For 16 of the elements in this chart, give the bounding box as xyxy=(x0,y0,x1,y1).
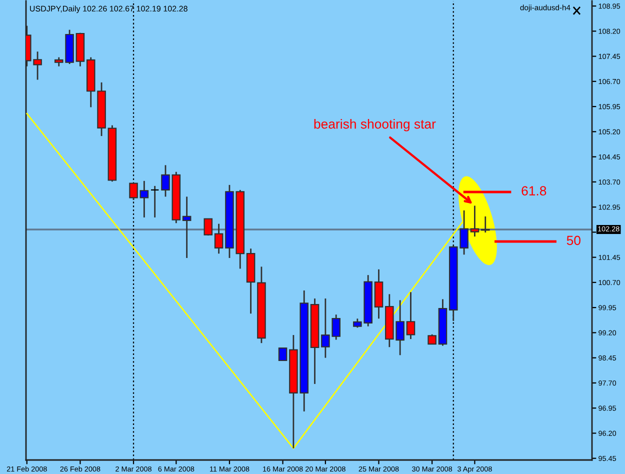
candlestick xyxy=(182,196,192,259)
candlestick xyxy=(406,291,416,340)
candlestick xyxy=(140,180,149,218)
candlestick xyxy=(278,348,288,362)
annotation: bearish shooting star xyxy=(314,119,436,132)
candlestick xyxy=(428,334,436,345)
candlestick xyxy=(161,164,170,198)
annotation: 50 xyxy=(566,236,580,246)
candlestick xyxy=(204,218,213,236)
candlestick xyxy=(214,223,224,254)
text: USDJPY,Daily 102.26 102.67 102.19 102.28 xyxy=(30,6,188,14)
candlestick xyxy=(470,205,480,238)
candlestick xyxy=(150,185,160,218)
annotation: 61.8 xyxy=(522,186,546,196)
candlestick xyxy=(129,182,138,201)
candlestick xyxy=(480,216,490,234)
